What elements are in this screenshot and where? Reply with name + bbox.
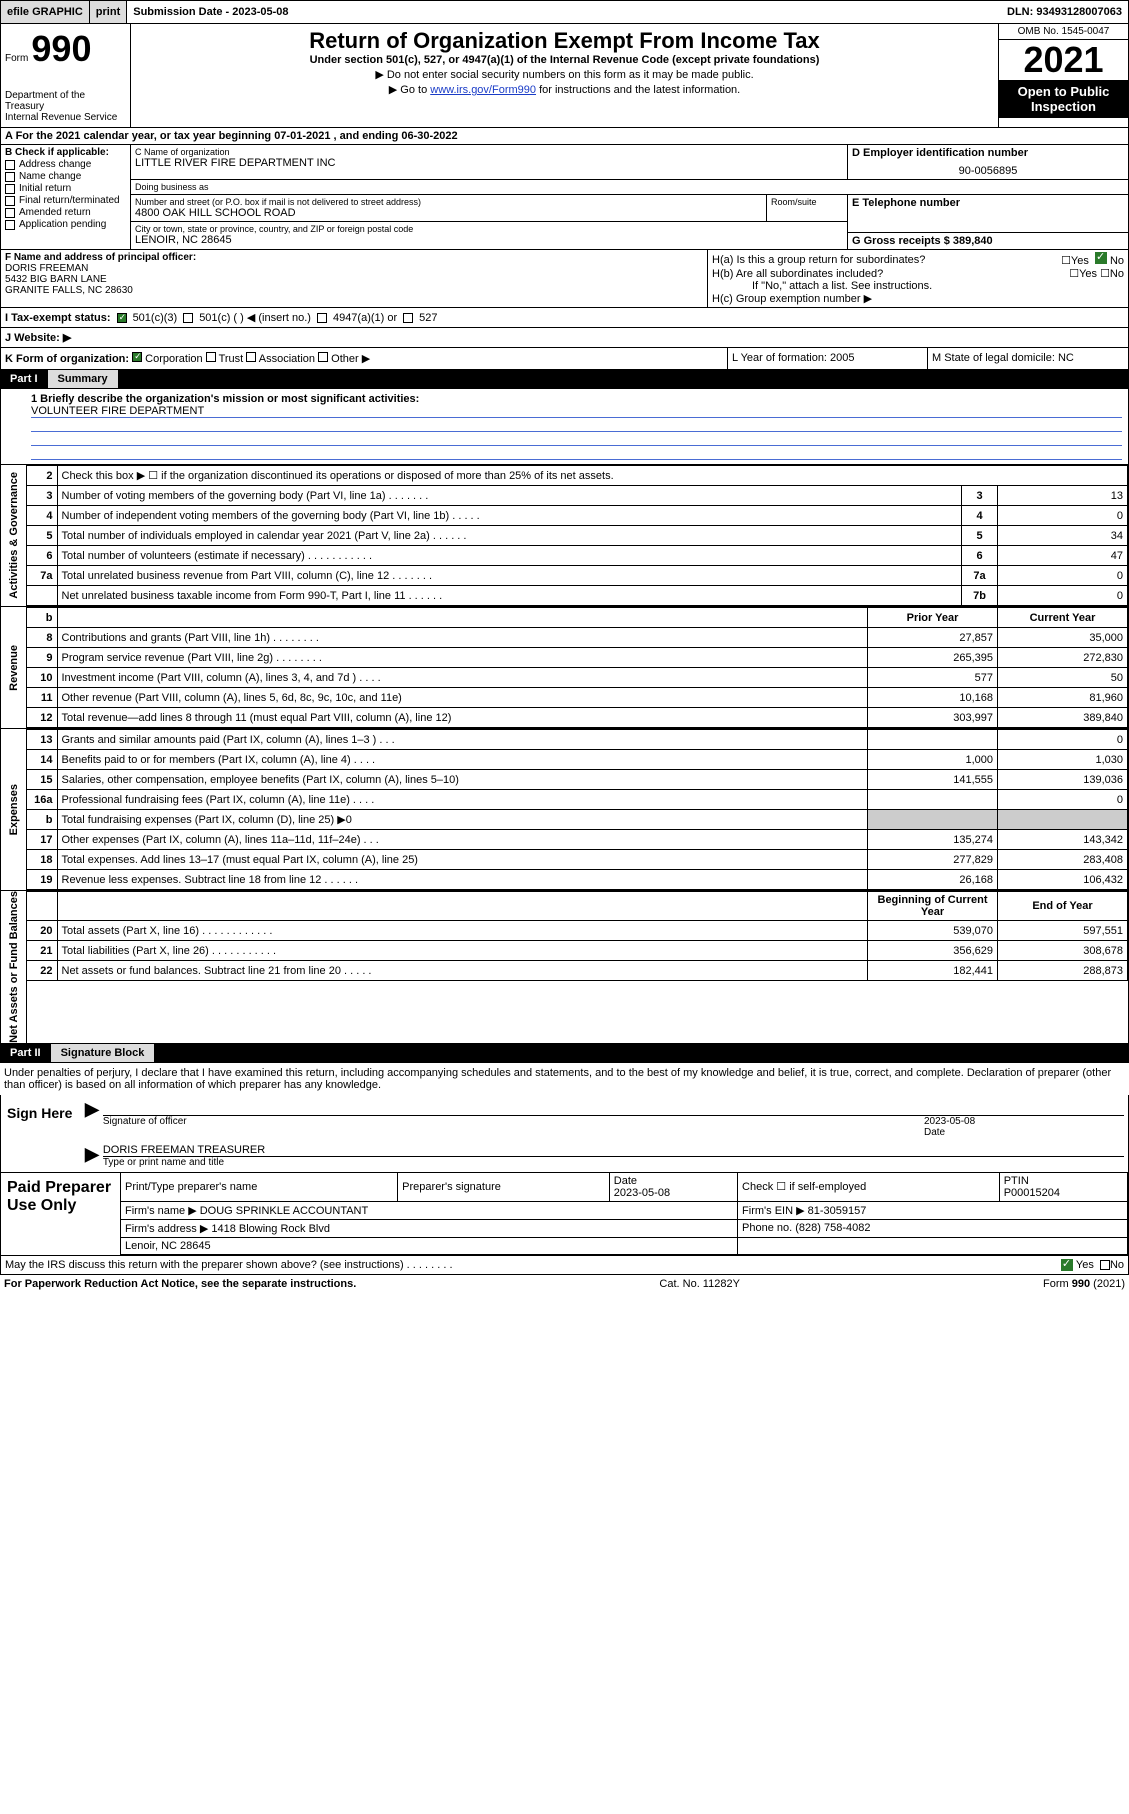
chk-corp[interactable]: ✓ — [132, 352, 142, 362]
form-word: Form — [5, 53, 28, 64]
tax-status-label: I Tax-exempt status: — [5, 312, 111, 324]
form-title: Return of Organization Exempt From Incom… — [139, 28, 990, 54]
print-button[interactable]: print — [90, 1, 127, 23]
chk-amended[interactable] — [5, 208, 15, 218]
mission-label: 1 Briefly describe the organization's mi… — [31, 393, 1122, 405]
omb-number: OMB No. 1545-0047 — [999, 24, 1128, 40]
signature-intro: Under penalties of perjury, I declare th… — [0, 1062, 1129, 1095]
may-discuss: May the IRS discuss this return with the… — [5, 1259, 1058, 1271]
row-a-period: A For the 2021 calendar year, or tax yea… — [0, 128, 1129, 145]
officer-addr2: GRANITE FALLS, NC 28630 — [5, 285, 703, 296]
sign-here: Sign Here — [1, 1095, 81, 1172]
note-link: ▶ Go to www.irs.gov/Form990 for instruct… — [139, 83, 990, 96]
website-row: J Website: ▶ — [0, 328, 1129, 348]
chk-address[interactable] — [5, 160, 15, 170]
mission-text: VOLUNTEER FIRE DEPARTMENT — [31, 405, 1122, 418]
form-number: 990 — [31, 28, 91, 69]
may-yes-check[interactable] — [1061, 1259, 1073, 1271]
part2-title: Signature Block — [51, 1044, 155, 1062]
footer-left: For Paperwork Reduction Act Notice, see … — [4, 1278, 356, 1290]
revenue-table: bPrior YearCurrent Year8Contributions an… — [27, 607, 1128, 728]
officer-addr1: 5432 BIG BARN LANE — [5, 274, 703, 285]
officer-name-title: DORIS FREEMAN TREASURER — [103, 1144, 1124, 1156]
city-value: LENOIR, NC 28645 — [135, 234, 843, 246]
year-formation: L Year of formation: 2005 — [728, 348, 928, 369]
chk-assoc[interactable] — [246, 352, 256, 362]
chk-501c3[interactable] — [117, 313, 127, 323]
form-subtitle: Under section 501(c), 527, or 4947(a)(1)… — [139, 54, 990, 66]
state-domicile: M State of legal domicile: NC — [928, 348, 1128, 369]
street-value: 4800 OAK HILL SCHOOL ROAD — [135, 207, 762, 219]
hb-note: If "No," attach a list. See instructions… — [712, 280, 1124, 292]
irs-link[interactable]: www.irs.gov/Form990 — [430, 84, 536, 96]
caret-icon: ▶ — [85, 1144, 99, 1168]
org-name: LITTLE RIVER FIRE DEPARTMENT INC — [135, 157, 843, 169]
section-net: Net Assets or Fund Balances — [6, 891, 22, 1043]
tax-year: 2021 — [999, 40, 1128, 80]
chk-501c[interactable] — [183, 313, 193, 323]
chk-pending[interactable] — [5, 220, 15, 230]
ha-no-check — [1095, 252, 1107, 264]
section-governance: Activities & Governance — [6, 472, 22, 599]
section-revenue: Revenue — [6, 645, 22, 691]
dba-label: Doing business as — [135, 182, 1124, 192]
ein-value: 90-0056895 — [852, 159, 1124, 177]
section-expenses: Expenses — [6, 784, 22, 835]
caret-icon: ▶ — [85, 1099, 99, 1138]
chk-final[interactable] — [5, 196, 15, 206]
open-to-public: Open to Public Inspection — [999, 80, 1128, 118]
governance-table: 2Check this box ▶ ☐ if the organization … — [27, 465, 1128, 606]
street-label: Number and street (or P.O. box if mail i… — [135, 197, 762, 207]
officer-name: DORIS FREEMAN — [5, 263, 703, 274]
part1-title: Summary — [48, 370, 118, 388]
city-label: City or town, state or province, country… — [135, 224, 843, 234]
net-assets-table: Beginning of Current YearEnd of Year20To… — [27, 891, 1128, 981]
department-label: Department of the Treasury Internal Reve… — [5, 90, 126, 123]
room-label: Room/suite — [771, 197, 843, 207]
chk-initial[interactable] — [5, 184, 15, 194]
chk-name[interactable] — [5, 172, 15, 182]
part2-num: Part II — [0, 1044, 51, 1062]
expenses-table: 13Grants and similar amounts paid (Part … — [27, 729, 1128, 890]
hc-label: H(c) Group exemption number ▶ — [712, 292, 1124, 305]
chk-other[interactable] — [318, 352, 328, 362]
chk-527[interactable] — [403, 313, 413, 323]
may-no-check[interactable] — [1100, 1260, 1110, 1270]
gross-receipts: G Gross receipts $ 389,840 — [848, 233, 1128, 249]
ein-label: D Employer identification number — [852, 147, 1124, 159]
col-b-checkboxes: B Check if applicable: Address change Na… — [1, 145, 131, 249]
phone-label: E Telephone number — [852, 197, 1124, 209]
part1-num: Part I — [0, 370, 48, 388]
officer-label: F Name and address of principal officer: — [5, 252, 703, 263]
footer-mid: Cat. No. 11282Y — [659, 1278, 740, 1290]
chk-trust[interactable] — [206, 352, 216, 362]
efile-button[interactable]: efile GRAPHIC — [1, 1, 90, 23]
paid-preparer-label: Paid Preparer Use Only — [1, 1173, 121, 1255]
footer-right: Form 990 (2021) — [1043, 1278, 1125, 1290]
chk-4947[interactable] — [317, 313, 327, 323]
name-label: C Name of organization — [135, 147, 843, 157]
dln-label: DLN: 93493128007063 — [1001, 4, 1128, 20]
note-ssn: ▶ Do not enter social security numbers o… — [139, 68, 990, 81]
submission-date: Submission Date - 2023-05-08 — [127, 4, 1001, 20]
